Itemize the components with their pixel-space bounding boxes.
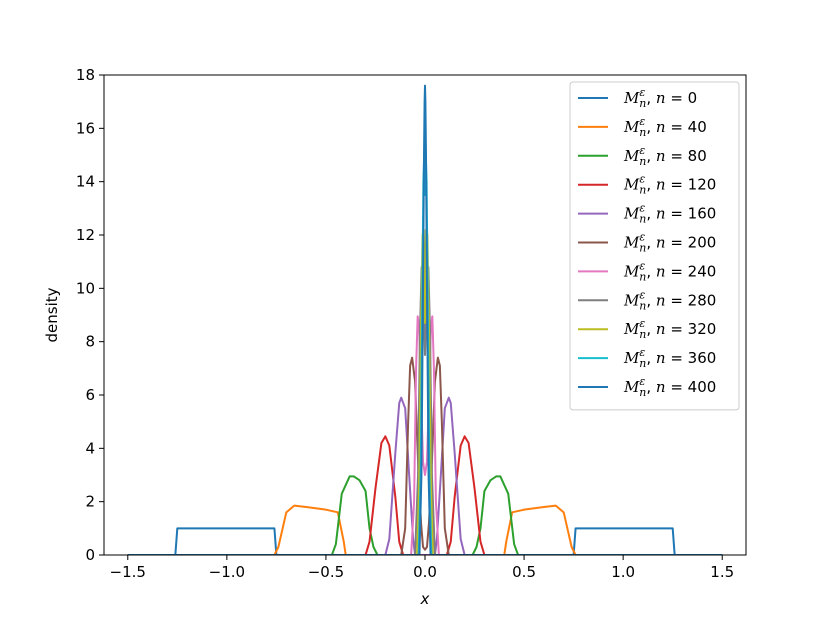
- x-tick-label: 0.5: [512, 563, 536, 581]
- y-tick-label: 12: [76, 226, 95, 244]
- legend: Mε n, n = 0 Mε n, n = 40 Mε n, n = 80 Mε n, n =…: [569, 81, 740, 411]
- legend-entry-label: Mε n, n = 80: [623, 144, 707, 168]
- x-axis-label: x: [420, 590, 430, 608]
- series-line-n-80: [127, 475, 723, 555]
- y-tick-label: 10: [76, 279, 95, 297]
- legend-box: [569, 81, 740, 411]
- series-line-n-40: [127, 504, 723, 555]
- x-tick-label: −1.5: [110, 563, 146, 581]
- legend-entry-label: Mε n, n = 240: [623, 259, 716, 283]
- series-line-n-240: [127, 315, 723, 555]
- y-tick-label: 14: [76, 173, 95, 191]
- x-tick-label: 1.5: [710, 563, 734, 581]
- legend-entry-label: Mε n, n = 200: [623, 231, 716, 255]
- y-axis-label: density: [43, 287, 61, 342]
- y-tick-label: 8: [85, 333, 95, 351]
- y-tick-label: 16: [76, 119, 95, 137]
- x-tick-label: 1.0: [611, 563, 635, 581]
- series-line-n-280: [127, 266, 723, 555]
- legend-entry-label: Mε n, n = 160: [623, 202, 716, 226]
- y-tick-label: 18: [76, 66, 95, 84]
- legend-entry-label: Mε n, n = 360: [623, 346, 716, 370]
- series-line-n-400: [127, 84, 723, 555]
- y-tick-label: 4: [85, 439, 95, 457]
- y-tick-label: 6: [85, 386, 95, 404]
- series-layer: [127, 84, 723, 555]
- legend-entry-label: Mε n, n = 0: [623, 86, 697, 110]
- series-line-n-200: [127, 356, 723, 555]
- series-line-n-160: [127, 396, 723, 555]
- x-tick-label: −0.5: [308, 563, 344, 581]
- x-tick-label: 0.0: [413, 563, 437, 581]
- series-line-n-320: [127, 228, 723, 555]
- series-line-n-120: [127, 435, 723, 555]
- legend-entry-label: Mε n, n = 120: [623, 173, 716, 197]
- legend-entry-label: Mε n, n = 40: [623, 115, 707, 139]
- legend-entry-label: Mε n, n = 400: [623, 375, 716, 399]
- y-tick-label: 0: [85, 546, 95, 564]
- legend-entry-label: Mε n, n = 280: [623, 288, 716, 312]
- series-line-n-0: [127, 527, 723, 555]
- x-axis-ticks: −1.5 −1.0 −0.5 0.0 0.5 1.0 1.5: [110, 555, 734, 581]
- y-axis-ticks: 0 2 4 6 8 10 12 14 16 18: [76, 66, 104, 564]
- x-tick-label: −1.0: [209, 563, 245, 581]
- y-tick-label: 2: [85, 493, 95, 511]
- legend-entry-label: Mε n, n = 320: [623, 317, 716, 341]
